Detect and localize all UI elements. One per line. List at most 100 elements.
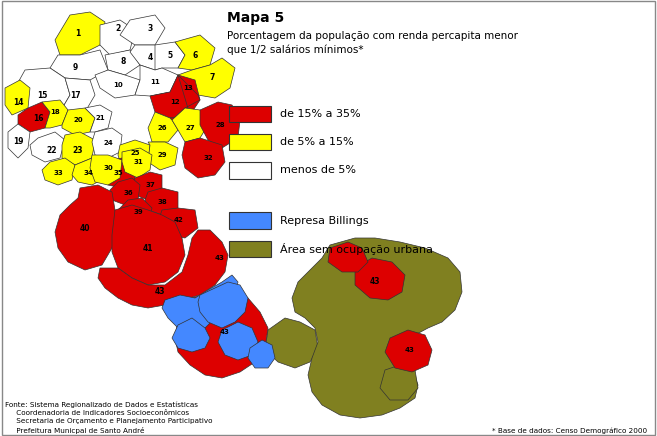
Polygon shape bbox=[292, 238, 462, 418]
Text: 41: 41 bbox=[143, 243, 153, 252]
Text: 37: 37 bbox=[145, 182, 155, 188]
Polygon shape bbox=[122, 148, 152, 178]
Text: Fonte: Sistema Regionalizado de Dados e Estatísticas
     Coordenadoria de Indic: Fonte: Sistema Regionalizado de Dados e … bbox=[5, 402, 213, 434]
Text: 36: 36 bbox=[124, 190, 133, 196]
Polygon shape bbox=[98, 230, 228, 308]
Text: 11: 11 bbox=[150, 79, 160, 85]
Text: 42: 42 bbox=[173, 217, 183, 223]
FancyBboxPatch shape bbox=[229, 162, 271, 179]
Polygon shape bbox=[112, 205, 185, 285]
Polygon shape bbox=[198, 282, 248, 328]
Polygon shape bbox=[172, 318, 210, 352]
Polygon shape bbox=[110, 178, 140, 205]
Text: 27: 27 bbox=[185, 125, 195, 131]
Polygon shape bbox=[42, 100, 68, 128]
Text: 24: 24 bbox=[103, 140, 113, 146]
Text: 38: 38 bbox=[157, 199, 167, 205]
Text: 5: 5 bbox=[168, 51, 173, 59]
Text: 26: 26 bbox=[157, 125, 167, 131]
Text: 39: 39 bbox=[133, 209, 143, 215]
Text: 43: 43 bbox=[215, 255, 225, 261]
Text: 43: 43 bbox=[405, 347, 415, 353]
Polygon shape bbox=[72, 158, 105, 185]
Text: 7: 7 bbox=[210, 74, 215, 82]
Polygon shape bbox=[130, 45, 165, 70]
Polygon shape bbox=[200, 102, 240, 148]
Text: 34: 34 bbox=[83, 170, 93, 176]
Text: 31: 31 bbox=[133, 159, 143, 165]
Polygon shape bbox=[178, 58, 235, 98]
Text: 13: 13 bbox=[183, 85, 193, 91]
Text: 25: 25 bbox=[130, 150, 140, 156]
Polygon shape bbox=[162, 275, 238, 332]
Text: 29: 29 bbox=[157, 152, 167, 158]
Text: 1: 1 bbox=[76, 28, 81, 37]
Polygon shape bbox=[50, 50, 108, 80]
Text: * Base de dados: Censo Demográfico 2000: * Base de dados: Censo Demográfico 2000 bbox=[492, 427, 647, 434]
FancyBboxPatch shape bbox=[229, 241, 271, 257]
Text: Represa Billings: Represa Billings bbox=[280, 216, 369, 225]
Polygon shape bbox=[62, 132, 95, 165]
Polygon shape bbox=[118, 198, 152, 228]
Text: 43: 43 bbox=[155, 287, 166, 296]
Polygon shape bbox=[105, 158, 135, 188]
Polygon shape bbox=[95, 70, 140, 98]
Text: Área sem ocupação urbana: Área sem ocupação urbana bbox=[280, 243, 433, 255]
Polygon shape bbox=[120, 15, 165, 45]
Polygon shape bbox=[100, 20, 135, 55]
Polygon shape bbox=[90, 155, 122, 185]
Text: 28: 28 bbox=[215, 122, 225, 128]
Text: Porcentagem da população com renda percapita menor
que 1/2 salários mínimos*: Porcentagem da população com renda perca… bbox=[227, 31, 518, 55]
Polygon shape bbox=[55, 12, 105, 55]
Text: 23: 23 bbox=[73, 146, 83, 154]
Text: 22: 22 bbox=[47, 146, 57, 154]
Text: 40: 40 bbox=[79, 224, 90, 232]
Text: 12: 12 bbox=[170, 99, 180, 105]
Polygon shape bbox=[5, 80, 30, 115]
Polygon shape bbox=[380, 365, 418, 400]
Polygon shape bbox=[105, 50, 140, 75]
Text: 43: 43 bbox=[220, 329, 230, 335]
Text: de 15% a 35%: de 15% a 35% bbox=[280, 109, 361, 119]
Polygon shape bbox=[150, 75, 200, 118]
Polygon shape bbox=[92, 128, 122, 158]
Polygon shape bbox=[248, 340, 275, 368]
Text: 9: 9 bbox=[72, 64, 78, 72]
Polygon shape bbox=[135, 65, 178, 96]
Text: de 5% a 15%: de 5% a 15% bbox=[280, 137, 353, 147]
Polygon shape bbox=[182, 138, 225, 178]
Text: 6: 6 bbox=[193, 51, 198, 59]
Text: 8: 8 bbox=[120, 58, 125, 67]
Polygon shape bbox=[175, 290, 268, 378]
Polygon shape bbox=[60, 78, 95, 115]
Polygon shape bbox=[158, 208, 198, 238]
Text: 43: 43 bbox=[370, 277, 380, 286]
Polygon shape bbox=[265, 318, 318, 368]
Polygon shape bbox=[145, 188, 178, 215]
Polygon shape bbox=[148, 142, 178, 170]
Text: 4: 4 bbox=[147, 54, 152, 62]
Text: Mapa 5: Mapa 5 bbox=[227, 11, 284, 25]
Polygon shape bbox=[175, 35, 215, 70]
Text: 14: 14 bbox=[12, 98, 23, 106]
Polygon shape bbox=[328, 242, 368, 272]
FancyBboxPatch shape bbox=[229, 134, 271, 150]
FancyBboxPatch shape bbox=[229, 212, 271, 229]
Polygon shape bbox=[155, 42, 185, 70]
Polygon shape bbox=[55, 185, 118, 270]
Text: 35: 35 bbox=[113, 170, 123, 176]
Text: 18: 18 bbox=[50, 109, 60, 115]
Polygon shape bbox=[30, 132, 65, 162]
Text: 3: 3 bbox=[147, 24, 152, 33]
Text: 21: 21 bbox=[95, 115, 105, 121]
Polygon shape bbox=[18, 102, 50, 132]
Text: 17: 17 bbox=[70, 91, 80, 99]
Polygon shape bbox=[148, 112, 178, 142]
Text: menos de 5%: menos de 5% bbox=[280, 166, 356, 175]
Polygon shape bbox=[170, 75, 200, 120]
Polygon shape bbox=[42, 158, 75, 185]
Text: 30: 30 bbox=[103, 165, 113, 171]
Text: 10: 10 bbox=[113, 82, 123, 88]
Polygon shape bbox=[385, 330, 432, 372]
Text: 2: 2 bbox=[116, 24, 121, 33]
